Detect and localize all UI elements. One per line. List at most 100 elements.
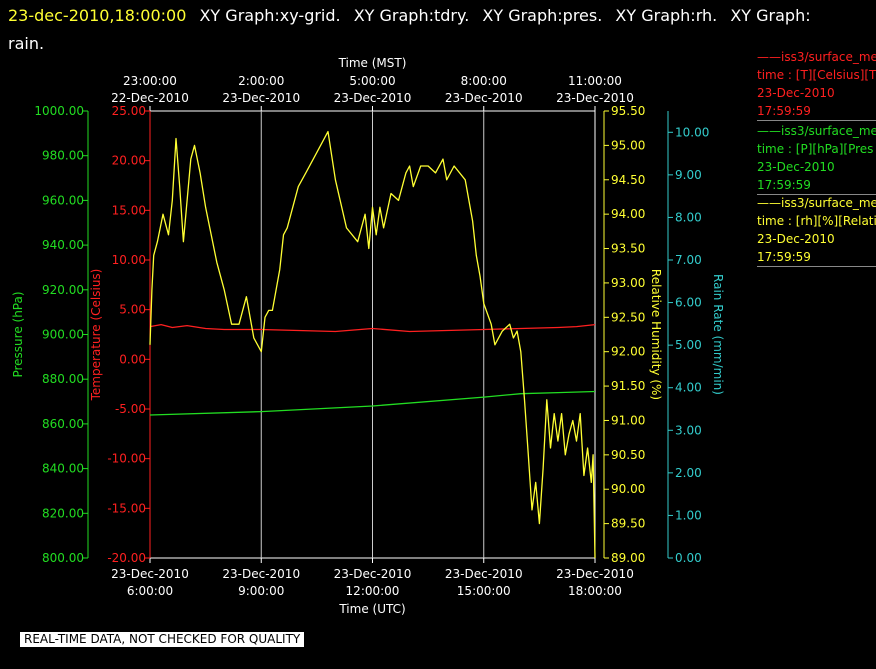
rain-tick-label: 7.00 <box>675 253 702 267</box>
legend-series-date: 23-Dec-2010 <box>757 86 835 100</box>
pressure-tick-label: 1000.00 <box>34 104 84 118</box>
humidity-tick-label: 93.50 <box>611 242 645 256</box>
series-line-temperature <box>149 323 596 333</box>
x-top-tick-label-time: 8:00:00 <box>461 74 507 88</box>
humidity-tick-label: 90.50 <box>611 448 645 462</box>
x-tick-label-time: 18:00:00 <box>568 584 622 598</box>
legend-series-date: 23-Dec-2010 <box>757 160 835 174</box>
rain-tick-label: 2.00 <box>675 466 702 480</box>
rain-tick-label: 1.00 <box>675 508 702 522</box>
humidity-tick-label: 94.50 <box>611 173 645 187</box>
quality-notice: REAL-TIME DATA, NOT CHECKED FOR QUALITY <box>20 632 305 647</box>
header-title-grid: XY Graph:xy-grid. <box>199 6 341 25</box>
pressure-tick-label: 940.00 <box>42 238 84 252</box>
rain-tick-label: 9.00 <box>675 168 702 182</box>
pressure-tick-label: 900.00 <box>42 328 84 342</box>
humidity-tick-label: 95.00 <box>611 138 645 152</box>
rain-tick-label: 8.00 <box>675 210 702 224</box>
legend-entry-temperature: ——iss3/surface_me time : [T][Celsius][T … <box>757 48 876 121</box>
rain-tick-label: 4.00 <box>675 381 702 395</box>
header-title-rain-cont: rain. <box>8 34 45 53</box>
header-date: 23-dec-2010,18:00:00 <box>8 6 187 25</box>
pressure-tick-label: 800.00 <box>42 551 84 565</box>
pressure-axis-label: Pressure (hPa) <box>11 291 25 377</box>
legend-series-time: 17:59:59 <box>757 176 876 195</box>
x-top-tick-label-date: 22-Dec-2010 <box>111 91 189 105</box>
legend-entry-humidity: ——iss3/surface_me time : [rh][%][Relati … <box>757 194 876 267</box>
x-top-axis-label: Time (MST) <box>338 56 407 70</box>
rain-tick-label: 10.00 <box>675 125 709 139</box>
rain-tick-label: 0.00 <box>675 551 702 565</box>
temperature-tick-label: -5.00 <box>115 402 146 416</box>
legend-series-name: ——iss3/surface_me <box>757 196 876 210</box>
legend-series-date: 23-Dec-2010 <box>757 232 835 246</box>
header-title-pres: XY Graph:pres. <box>482 6 603 25</box>
x-tick-label-time: 12:00:00 <box>346 584 400 598</box>
x-top-tick-label-time: 5:00:00 <box>349 74 395 88</box>
humidity-tick-label: 91.50 <box>611 379 645 393</box>
legend-series-var: time : [P][hPa][Pres <box>757 142 874 156</box>
x-tick-label-date: 23-Dec-2010 <box>222 567 300 581</box>
temperature-tick-label: 5.00 <box>119 303 146 317</box>
temperature-tick-label: -10.00 <box>107 452 146 466</box>
humidity-tick-label: 90.00 <box>611 482 645 496</box>
humidity-tick-label: 91.00 <box>611 413 645 427</box>
pressure-tick-label: 980.00 <box>42 149 84 163</box>
x-top-tick-label-date: 23-Dec-2010 <box>445 91 523 105</box>
humidity-tick-label: 89.50 <box>611 517 645 531</box>
temperature-axis-label: Temperature (Celsius) <box>89 269 103 402</box>
legend-series-time: 17:59:59 <box>757 102 876 121</box>
rain-tick-label: 5.00 <box>675 338 702 352</box>
x-top-tick-label-date: 23-Dec-2010 <box>556 91 634 105</box>
humidity-tick-label: 94.00 <box>611 207 645 221</box>
x-tick-label-date: 23-Dec-2010 <box>111 567 189 581</box>
x-tick-label-time: 15:00:00 <box>457 584 511 598</box>
x-tick-label-date: 23-Dec-2010 <box>445 567 523 581</box>
x-tick-label-time: 9:00:00 <box>238 584 284 598</box>
humidity-axis-label: Relative Humidity (%) <box>649 269 663 400</box>
temperature-tick-label: 10.00 <box>112 253 146 267</box>
header-title-rain: XY Graph: <box>730 6 811 25</box>
humidity-tick-label: 89.00 <box>611 551 645 565</box>
x-top-tick-label-time: 11:00:00 <box>568 74 622 88</box>
x-tick-label-date: 23-Dec-2010 <box>556 567 634 581</box>
x-top-tick-label-time: 2:00:00 <box>238 74 284 88</box>
temperature-tick-label: 25.00 <box>112 104 146 118</box>
pressure-tick-label: 860.00 <box>42 417 84 431</box>
temperature-tick-label: 0.00 <box>119 352 146 366</box>
legend-series-name: ——iss3/surface_me <box>757 124 876 138</box>
legend-series-name: ——iss3/surface_me <box>757 50 876 64</box>
temperature-tick-label: -20.00 <box>107 551 146 565</box>
pressure-tick-label: 880.00 <box>42 372 84 386</box>
legend-entry-pressure: ——iss3/surface_me time : [P][hPa][Pres 2… <box>757 122 876 195</box>
x-bottom-axis-label: Time (UTC) <box>338 602 405 616</box>
x-tick-label-time: 6:00:00 <box>127 584 173 598</box>
x-tick-label-date: 23-Dec-2010 <box>334 567 412 581</box>
temperature-tick-label: -15.00 <box>107 501 146 515</box>
humidity-tick-label: 93.00 <box>611 276 645 290</box>
header-title-tdry: XY Graph:tdry. <box>353 6 470 25</box>
humidity-tick-label: 92.50 <box>611 310 645 324</box>
rain-tick-label: 3.00 <box>675 423 702 437</box>
pressure-tick-label: 840.00 <box>42 462 84 476</box>
x-top-tick-label-date: 23-Dec-2010 <box>222 91 300 105</box>
series-line-pressure <box>149 390 596 416</box>
series-line-humidity <box>149 130 596 559</box>
pressure-tick-label: 920.00 <box>42 283 84 297</box>
rain-axis-label: Rain Rate (mm/min) <box>711 274 725 395</box>
legend-series-time: 17:59:59 <box>757 248 876 267</box>
pressure-tick-label: 820.00 <box>42 506 84 520</box>
legend-series-var: time : [rh][%][Relati <box>757 214 876 228</box>
temperature-tick-label: 20.00 <box>112 154 146 168</box>
x-top-tick-label-date: 23-Dec-2010 <box>334 91 412 105</box>
header-bar: 23-dec-2010,18:00:00 XY Graph:xy-grid. X… <box>8 2 868 58</box>
humidity-tick-label: 92.00 <box>611 345 645 359</box>
humidity-tick-label: 95.50 <box>611 104 645 118</box>
header-title-rh: XY Graph:rh. <box>615 6 718 25</box>
x-top-tick-label-time: 23:00:00 <box>123 74 177 88</box>
pressure-tick-label: 960.00 <box>42 193 84 207</box>
temperature-tick-label: 15.00 <box>112 203 146 217</box>
rain-tick-label: 6.00 <box>675 296 702 310</box>
legend-series-var: time : [T][Celsius][T <box>757 68 876 82</box>
